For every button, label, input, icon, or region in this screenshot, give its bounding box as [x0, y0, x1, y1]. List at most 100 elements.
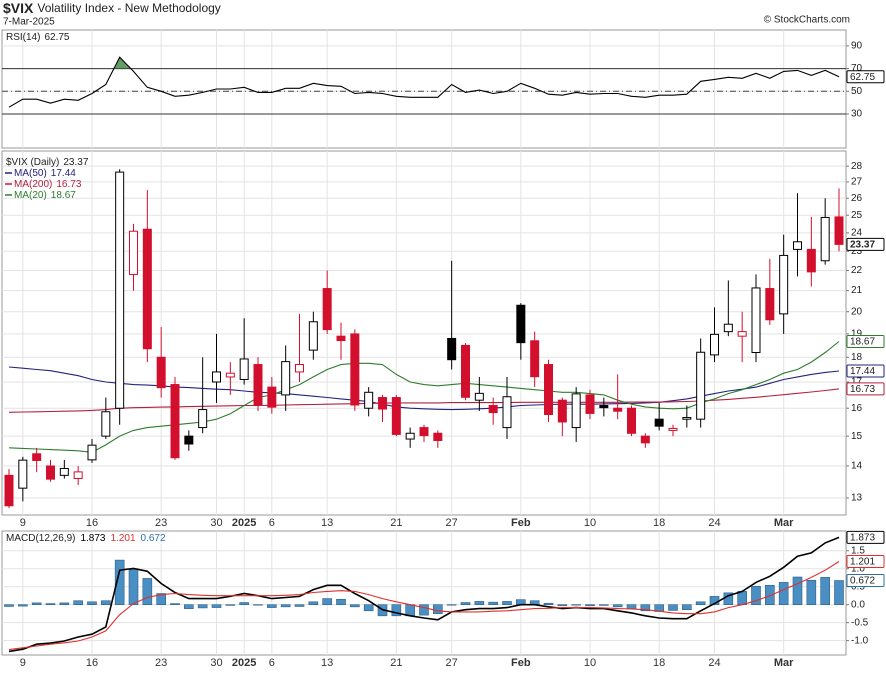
source: © StockCharts.com	[764, 15, 850, 26]
histogram-bar	[142, 578, 153, 605]
panel	[1, 150, 847, 516]
legend-name: MA(20)	[14, 190, 47, 201]
candle-body	[516, 304, 526, 344]
y-tick-label: 23	[851, 246, 863, 257]
legend-value: 0.672	[141, 533, 166, 544]
candle-body	[308, 321, 318, 351]
candle-body	[239, 358, 249, 380]
x-tick-label: 6	[269, 657, 275, 669]
x-tick-label: 9	[20, 517, 26, 529]
candle-body	[267, 386, 277, 408]
histogram-bar	[488, 601, 498, 605]
histogram-bar	[806, 579, 817, 605]
x-tick-label: 16	[86, 657, 98, 669]
legend-name: $VIX (Daily)	[6, 157, 59, 168]
candle-body	[87, 444, 97, 461]
candle-body	[668, 427, 678, 431]
y-tick-label: 70	[851, 63, 863, 74]
histogram-bar	[267, 604, 277, 608]
histogram-bar	[280, 604, 291, 608]
histogram-bar	[253, 604, 263, 606]
histogram-bar	[419, 604, 429, 616]
x-tick-label: 16	[86, 517, 98, 529]
candle-body	[737, 331, 747, 337]
histogram-bar	[18, 604, 28, 607]
legend: MACD(12,26,9) 1.873 1.201 0.672	[6, 533, 166, 544]
y-tick-label: 20	[851, 306, 863, 317]
y-tick-label: 1.0	[851, 563, 865, 574]
macd-line	[8, 536, 840, 653]
value-box-label: 18.67	[850, 337, 875, 348]
histogram-bar	[695, 601, 706, 605]
y-tick-label: 0.0	[851, 599, 865, 610]
histogram-bar	[73, 600, 83, 605]
legend: MA(50) 17.44	[14, 168, 76, 179]
candle-body	[765, 288, 775, 321]
candle-body	[502, 396, 512, 429]
x-tick-label: 23	[155, 517, 167, 529]
candle-body	[295, 364, 304, 373]
x-tick-label: 13	[321, 657, 333, 669]
x-tick-label: 9	[20, 657, 26, 669]
histogram-bar	[668, 604, 678, 611]
candle-body	[281, 361, 291, 396]
y-tick-label: 25	[851, 210, 863, 221]
y-tick-label: -1.0	[851, 635, 869, 646]
histogram-bar	[170, 603, 180, 605]
legend-value: 18.67	[51, 190, 76, 201]
candle-body	[530, 340, 540, 378]
legend-name: MACD(12,26,9)	[6, 533, 75, 544]
histogram-bar	[405, 604, 415, 617]
candle-body	[129, 230, 138, 275]
value-box	[846, 70, 885, 84]
y-tick-label: 18	[851, 352, 863, 363]
legend-name: MA(200)	[14, 179, 52, 190]
candle-body	[682, 417, 692, 420]
x-tick-label: Feb	[511, 517, 531, 529]
y-tick-label: 21	[851, 285, 863, 296]
candle-body	[585, 394, 595, 414]
candle-body	[474, 392, 484, 401]
y-tick-label: 22	[851, 265, 863, 276]
histogram-bar	[460, 602, 471, 605]
candle-body	[557, 399, 567, 423]
x-tick-label: 18	[653, 517, 665, 529]
candle-body	[806, 248, 816, 273]
value-box	[846, 364, 885, 378]
x-tick-label: Feb	[511, 657, 531, 669]
y-tick-label: 27	[851, 177, 863, 188]
histogram-bar	[45, 603, 56, 605]
value-box	[846, 530, 885, 544]
histogram-bar	[446, 604, 457, 606]
candle-body	[488, 405, 498, 414]
histogram-bar	[156, 593, 166, 605]
legend: MA(20) 18.67	[14, 190, 76, 201]
histogram-bar	[778, 582, 789, 605]
y-tick-label: 26	[851, 193, 863, 204]
panel	[1, 29, 847, 149]
symbol: $VIX	[3, 0, 34, 16]
y-tick-label: 90	[851, 41, 863, 52]
histogram-bar	[211, 604, 222, 608]
histogram-bar	[474, 601, 485, 605]
x-tick-label: 2025	[232, 517, 256, 529]
candle-body	[46, 465, 55, 480]
value-box	[846, 574, 885, 588]
candle-body	[793, 241, 802, 250]
histogram-bar	[820, 577, 830, 605]
histogram-bar	[4, 604, 14, 607]
candle-body	[627, 407, 636, 434]
candle-body	[364, 391, 374, 409]
legend-value: 23.37	[63, 157, 88, 168]
candle-body	[101, 411, 111, 437]
candle-body	[544, 364, 553, 415]
candle-body	[461, 344, 470, 398]
candle-body	[4, 474, 14, 507]
candle-body	[447, 337, 457, 361]
candle-body	[322, 288, 332, 331]
y-tick-label: 15	[851, 431, 863, 442]
y-tick-label: 13	[851, 493, 863, 504]
candle-body	[779, 254, 789, 315]
histogram-bar	[433, 604, 443, 614]
legend-value: 1.873	[80, 533, 105, 544]
